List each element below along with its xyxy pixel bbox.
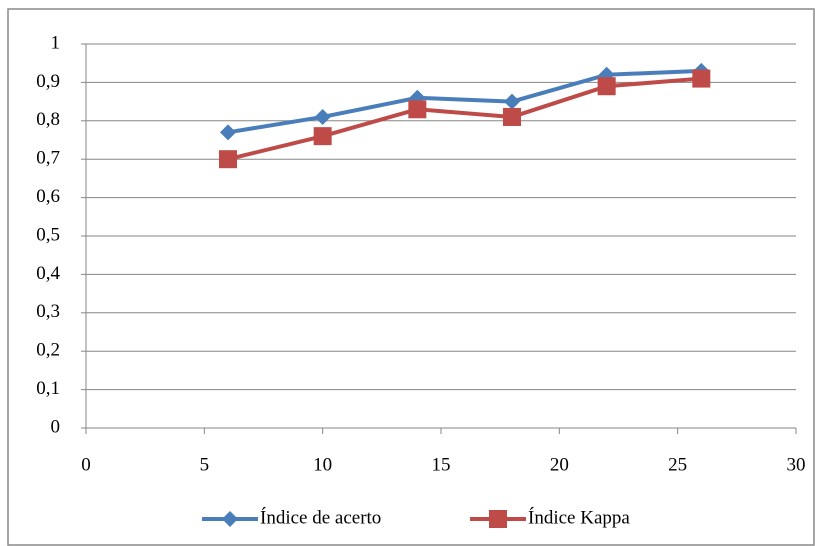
data-point — [597, 77, 616, 96]
data-point — [692, 69, 711, 88]
x-tick-label: 20 — [550, 454, 569, 475]
series-line — [227, 76, 702, 162]
x-tick-label: 25 — [668, 454, 687, 475]
y-tick-label: 0,8 — [36, 109, 60, 130]
x-tick-label: 30 — [787, 454, 806, 475]
data-point — [408, 100, 427, 119]
y-tick-label: 0 — [51, 416, 61, 437]
series-line — [227, 68, 702, 135]
data-point — [313, 127, 332, 146]
y-tick-label: 0,3 — [36, 301, 60, 322]
x-tick-label: 0 — [81, 454, 91, 475]
y-tick-label: 1 — [51, 32, 61, 53]
chart-frame — [7, 8, 815, 546]
data-point — [219, 150, 237, 169]
data-point — [220, 124, 236, 141]
x-tick-label: 5 — [200, 454, 210, 475]
y-tick-label: 0,7 — [36, 148, 60, 169]
data-point — [314, 108, 331, 125]
y-tick-label: 0,9 — [36, 71, 60, 92]
data-point — [504, 93, 520, 110]
y-tick-label: 0,1 — [36, 378, 60, 399]
x-tick-label: 10 — [313, 454, 332, 475]
y-tick-label: 0,2 — [36, 340, 60, 361]
legend-label: Índice de acerto — [260, 506, 381, 528]
y-tick-label: 0,6 — [36, 186, 60, 207]
legend-label: Índice Kappa — [528, 506, 630, 528]
y-tick-label: 0,4 — [36, 263, 60, 284]
legend-marker — [489, 510, 507, 528]
x-tick-label: 15 — [432, 454, 451, 475]
y-tick-label: 0,5 — [36, 224, 60, 245]
data-point — [503, 107, 521, 126]
legend-marker — [222, 511, 238, 527]
